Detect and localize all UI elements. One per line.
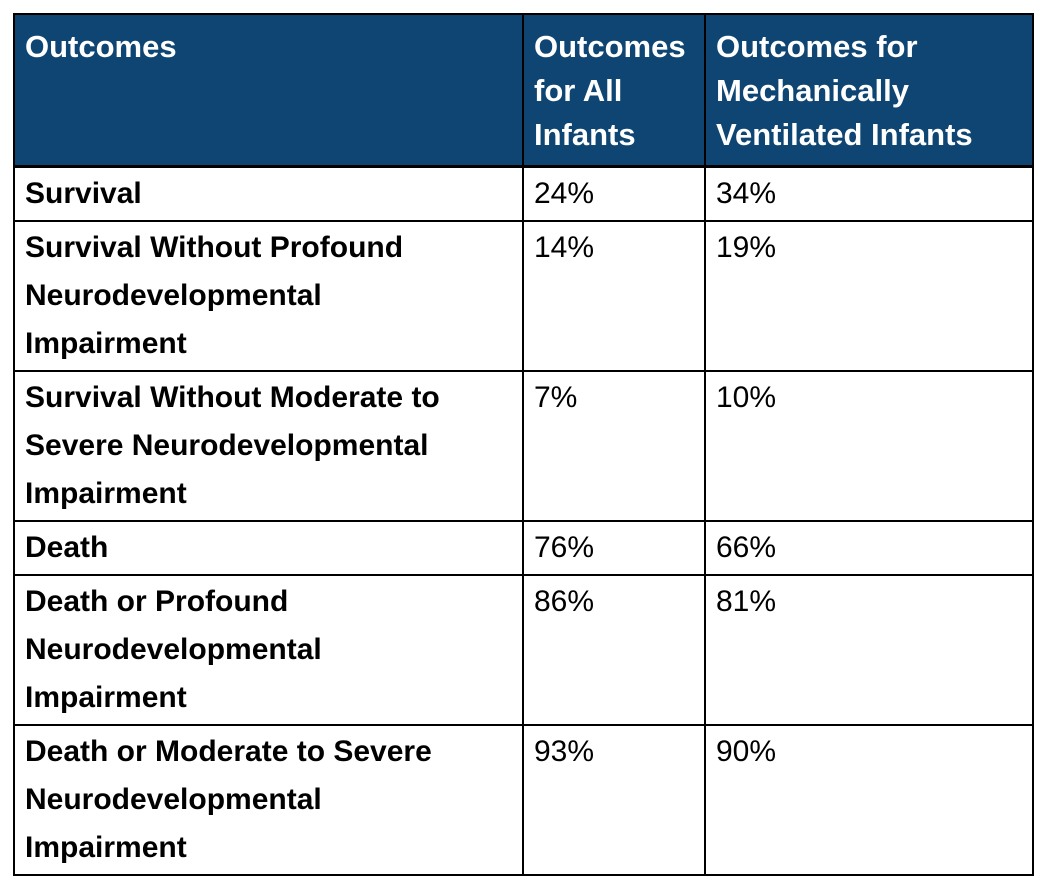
outcome-label: Survival Without Profound Neurodevelopme… xyxy=(13,220,524,372)
outcomes-table: Outcomes Outcomes for All Infants Outcom… xyxy=(13,13,1034,876)
outcome-label: Survival Without Moderate to Severe Neur… xyxy=(13,370,524,522)
header-all-infants: Outcomes for All Infants xyxy=(522,13,706,168)
table-row-survival-without-profound: Survival Without Profound Neurodevelopme… xyxy=(13,220,1034,372)
outcome-label: Death xyxy=(13,520,524,576)
ventilated-value: 81% xyxy=(704,574,1034,726)
header-ventilated-infants: Outcomes for Mechanically Ventilated Inf… xyxy=(704,13,1034,168)
outcome-label: Survival xyxy=(13,165,524,222)
table-row-death: Death 76% 66% xyxy=(13,520,1034,576)
header-outcomes: Outcomes xyxy=(13,13,524,168)
ventilated-value: 10% xyxy=(704,370,1034,522)
all-infants-value: 7% xyxy=(522,370,706,522)
table-row-death-or-profound: Death or Profound Neurodevelopmental Imp… xyxy=(13,574,1034,726)
outcome-label: Death or Profound Neurodevelopmental Imp… xyxy=(13,574,524,726)
ventilated-value: 34% xyxy=(704,165,1034,222)
table-row-death-or-moderate: Death or Moderate to Severe Neurodevelop… xyxy=(13,724,1034,876)
table-row-survival-without-moderate: Survival Without Moderate to Severe Neur… xyxy=(13,370,1034,522)
all-infants-value: 93% xyxy=(522,724,706,876)
ventilated-value: 90% xyxy=(704,724,1034,876)
table-header-row: Outcomes Outcomes for All Infants Outcom… xyxy=(13,13,1034,168)
all-infants-value: 24% xyxy=(522,165,706,222)
all-infants-value: 76% xyxy=(522,520,706,576)
ventilated-value: 66% xyxy=(704,520,1034,576)
page: Outcomes Outcomes for All Infants Outcom… xyxy=(13,13,1034,876)
all-infants-value: 14% xyxy=(522,220,706,372)
all-infants-value: 86% xyxy=(522,574,706,726)
ventilated-value: 19% xyxy=(704,220,1034,372)
outcome-label: Death or Moderate to Severe Neurodevelop… xyxy=(13,724,524,876)
table-row-survival: Survival 24% 34% xyxy=(13,165,1034,222)
